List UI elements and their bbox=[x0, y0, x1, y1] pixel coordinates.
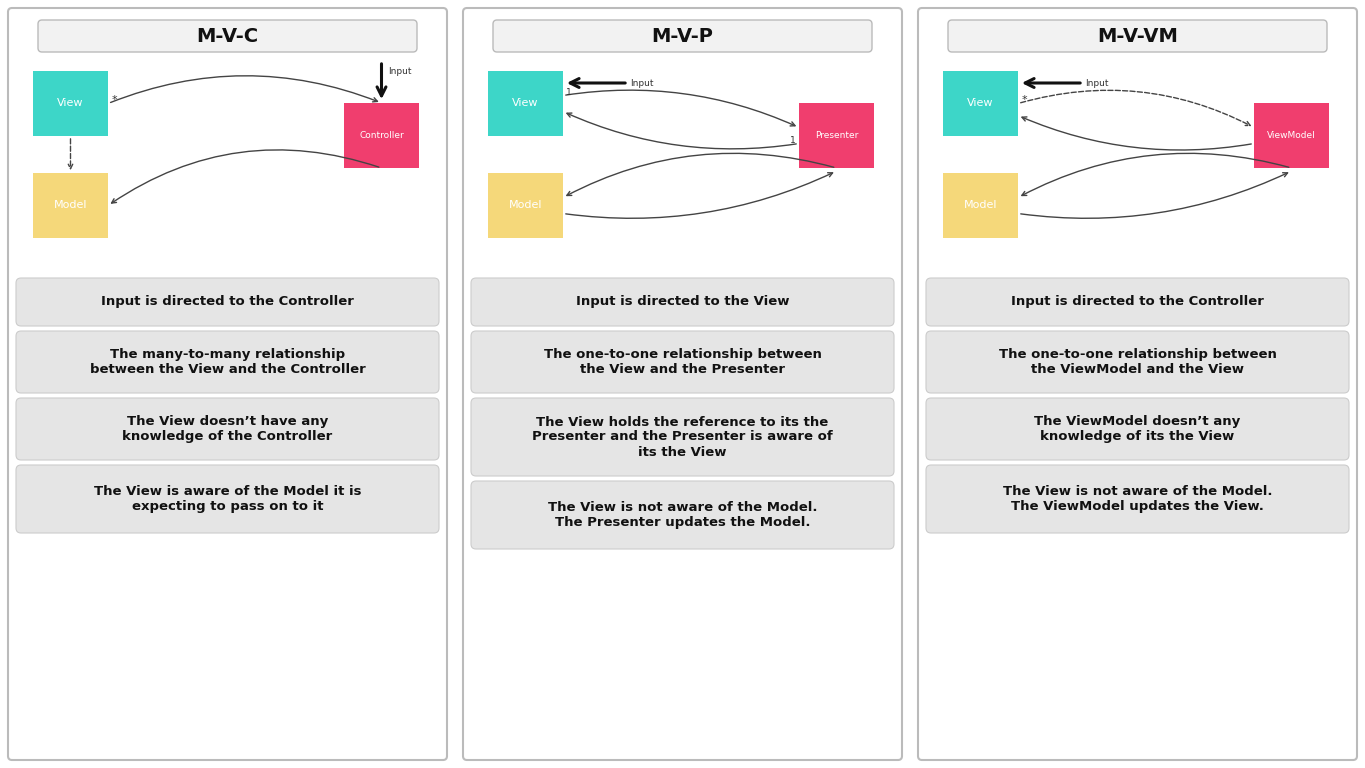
FancyBboxPatch shape bbox=[16, 398, 440, 460]
Text: The View is aware of the Model it is
expecting to pass on to it: The View is aware of the Model it is exp… bbox=[94, 485, 362, 513]
Text: Model: Model bbox=[964, 200, 998, 210]
Text: *: * bbox=[111, 94, 117, 104]
FancyBboxPatch shape bbox=[493, 20, 872, 52]
Text: Input is directed to the Controller: Input is directed to the Controller bbox=[1011, 296, 1264, 309]
Bar bbox=[33, 173, 108, 238]
Text: View: View bbox=[57, 98, 83, 108]
Text: Input: Input bbox=[388, 67, 411, 75]
Text: The many-to-many relationship
between the View and the Controller: The many-to-many relationship between th… bbox=[90, 348, 366, 376]
FancyBboxPatch shape bbox=[16, 278, 440, 326]
Text: Input: Input bbox=[1085, 78, 1108, 88]
Text: The View is not aware of the Model.
The ViewModel updates the View.: The View is not aware of the Model. The … bbox=[1003, 485, 1272, 513]
Text: Model: Model bbox=[53, 200, 87, 210]
Text: Controller: Controller bbox=[359, 131, 404, 140]
Bar bbox=[943, 173, 1018, 238]
FancyBboxPatch shape bbox=[471, 481, 894, 549]
Text: Presenter: Presenter bbox=[815, 131, 859, 140]
FancyBboxPatch shape bbox=[463, 8, 902, 760]
Text: M-V-P: M-V-P bbox=[651, 27, 714, 45]
FancyBboxPatch shape bbox=[919, 8, 1357, 760]
FancyBboxPatch shape bbox=[471, 398, 894, 476]
Bar bbox=[489, 173, 562, 238]
Bar bbox=[799, 103, 874, 168]
Text: The ViewModel doesn’t any
knowledge of its the View: The ViewModel doesn’t any knowledge of i… bbox=[1035, 415, 1241, 443]
Text: The one-to-one relationship between
the View and the Presenter: The one-to-one relationship between the … bbox=[543, 348, 822, 376]
FancyBboxPatch shape bbox=[16, 465, 440, 533]
FancyBboxPatch shape bbox=[925, 331, 1349, 393]
FancyBboxPatch shape bbox=[8, 8, 446, 760]
Bar bbox=[33, 71, 108, 136]
FancyBboxPatch shape bbox=[949, 20, 1327, 52]
FancyBboxPatch shape bbox=[471, 278, 894, 326]
Text: View: View bbox=[968, 98, 994, 108]
FancyBboxPatch shape bbox=[925, 278, 1349, 326]
Text: ViewModel: ViewModel bbox=[1267, 131, 1316, 140]
Bar bbox=[1254, 103, 1330, 168]
Text: Model: Model bbox=[509, 200, 542, 210]
Text: Input is directed to the View: Input is directed to the View bbox=[576, 296, 789, 309]
FancyBboxPatch shape bbox=[16, 331, 440, 393]
Bar bbox=[943, 71, 1018, 136]
Text: Input: Input bbox=[631, 78, 654, 88]
FancyBboxPatch shape bbox=[471, 331, 894, 393]
FancyBboxPatch shape bbox=[925, 465, 1349, 533]
Text: 1: 1 bbox=[566, 88, 572, 97]
Text: View: View bbox=[512, 98, 539, 108]
Text: The View holds the reference to its the
Presenter and the Presenter is aware of
: The View holds the reference to its the … bbox=[532, 415, 833, 458]
FancyBboxPatch shape bbox=[38, 20, 416, 52]
Text: Input is directed to the Controller: Input is directed to the Controller bbox=[101, 296, 354, 309]
Text: 1: 1 bbox=[790, 136, 796, 145]
Text: The View is not aware of the Model.
The Presenter updates the Model.: The View is not aware of the Model. The … bbox=[547, 501, 818, 529]
FancyBboxPatch shape bbox=[925, 398, 1349, 460]
Text: M-V-VM: M-V-VM bbox=[1097, 27, 1178, 45]
Text: M-V-C: M-V-C bbox=[197, 27, 258, 45]
Bar bbox=[344, 103, 419, 168]
Text: *: * bbox=[1021, 94, 1026, 104]
Bar bbox=[489, 71, 562, 136]
Text: The View doesn’t have any
knowledge of the Controller: The View doesn’t have any knowledge of t… bbox=[123, 415, 333, 443]
Text: The one-to-one relationship between
the ViewModel and the View: The one-to-one relationship between the … bbox=[999, 348, 1276, 376]
